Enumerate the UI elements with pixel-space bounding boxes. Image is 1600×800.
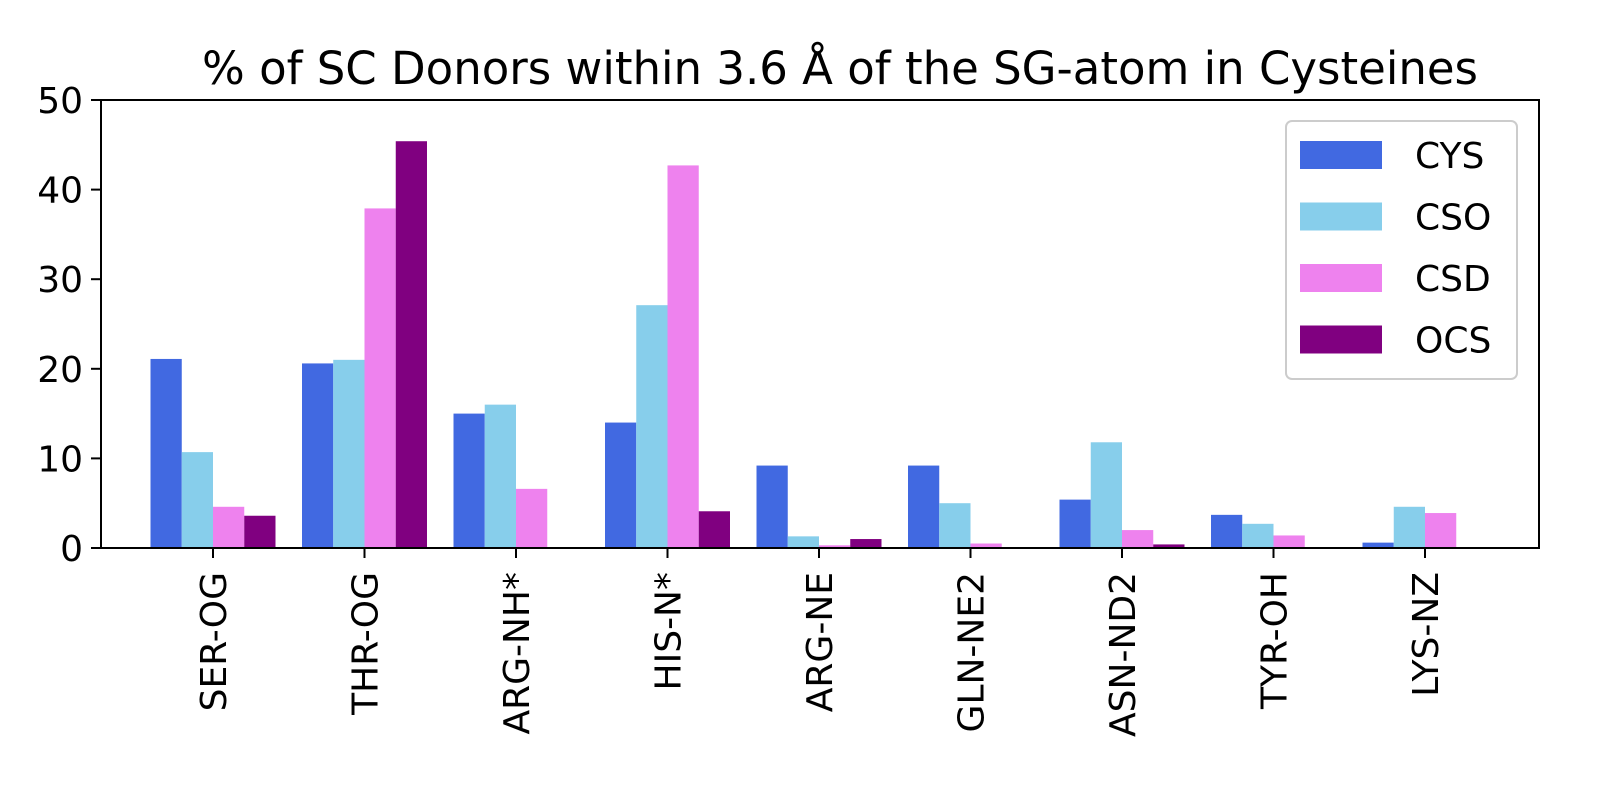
bar-cso-his-n- xyxy=(636,305,668,548)
bar-cys-gln-ne2 xyxy=(908,465,940,548)
legend-box xyxy=(1285,120,1518,380)
legend-label-csd: CSD xyxy=(1415,259,1491,300)
bar-cys-asn-nd2 xyxy=(1059,499,1091,548)
bar-csd-thr-og xyxy=(364,208,396,548)
legend: CYS CSO CSD OCS xyxy=(1285,120,1518,380)
bar-cso-ser-og xyxy=(181,452,213,548)
legend-label-cys: CYS xyxy=(1415,136,1484,177)
bar-cso-lys-nz xyxy=(1393,506,1425,548)
y-axis: 0 10 20 30 40 50 xyxy=(37,81,101,570)
bar-csd-gln-ne2 xyxy=(970,543,1002,548)
x-tick-label: THR-OG xyxy=(346,572,387,716)
legend-swatch-ocs xyxy=(1300,325,1382,354)
bar-cso-arg-ne xyxy=(787,536,819,548)
x-tick-label: TYR-OH xyxy=(1255,572,1296,710)
bar-ocs-arg-ne xyxy=(850,539,882,548)
bar-csd-tyr-oh xyxy=(1273,535,1305,548)
bars-group xyxy=(150,141,1457,548)
bar-csd-his-n- xyxy=(667,165,699,548)
x-tick-label: ARG-NH* xyxy=(497,572,538,735)
x-tick-label: LYS-NZ xyxy=(1406,572,1447,697)
bar-cso-thr-og xyxy=(333,359,365,548)
bar-ocs-thr-og xyxy=(395,141,427,548)
bar-cso-gln-ne2 xyxy=(939,503,971,548)
bar-cys-arg-ne xyxy=(756,465,788,548)
bar-csd-lys-nz xyxy=(1425,513,1457,548)
x-tick-label: HIS-N* xyxy=(649,572,690,690)
x-tick-label: GLN-NE2 xyxy=(952,572,993,732)
bar-cys-arg-nh- xyxy=(453,413,485,548)
y-tick-label: 10 xyxy=(37,439,83,480)
legend-swatch-csd xyxy=(1300,264,1382,292)
x-axis: SER-OG THR-OG ARG-NH* HIS-N* ARG-NE GLN-NE2 AS… xyxy=(194,548,1447,737)
x-tick-label: ASN-ND2 xyxy=(1103,572,1144,737)
bar-cso-asn-nd2 xyxy=(1090,442,1122,548)
bar-cys-his-n- xyxy=(605,422,637,548)
bar-cys-thr-og xyxy=(302,363,334,548)
legend-swatch-cys xyxy=(1300,141,1382,169)
bar-cys-ser-og xyxy=(150,358,182,548)
chart-title: % of SC Donors within 3.6 Å of the SG-at… xyxy=(202,42,1478,95)
bar-csd-asn-nd2 xyxy=(1122,530,1154,548)
bar-csd-arg-nh- xyxy=(516,488,548,548)
bar-ocs-ser-og xyxy=(244,515,276,548)
y-tick-label: 40 xyxy=(37,171,83,212)
y-tick-label: 20 xyxy=(37,350,83,391)
legend-swatch-cso xyxy=(1300,202,1382,231)
bar-ocs-asn-nd2 xyxy=(1153,544,1185,548)
bar-cso-tyr-oh xyxy=(1242,523,1274,548)
legend-label-cso: CSO xyxy=(1415,198,1491,239)
bar-cso-arg-nh- xyxy=(484,404,516,548)
x-tick-label: ARG-NE xyxy=(800,572,841,712)
legend-label-ocs: OCS xyxy=(1415,321,1491,362)
bar-ocs-his-n- xyxy=(698,511,730,548)
bar-csd-arg-ne xyxy=(819,545,851,548)
y-tick-label: 0 xyxy=(60,529,83,570)
bar-cys-tyr-oh xyxy=(1211,514,1243,548)
x-tick-label: SER-OG xyxy=(194,572,235,711)
y-tick-label: 50 xyxy=(37,81,83,122)
bar-csd-ser-og xyxy=(213,506,245,548)
y-tick-label: 30 xyxy=(37,260,83,301)
bar-cys-lys-nz xyxy=(1362,542,1394,548)
